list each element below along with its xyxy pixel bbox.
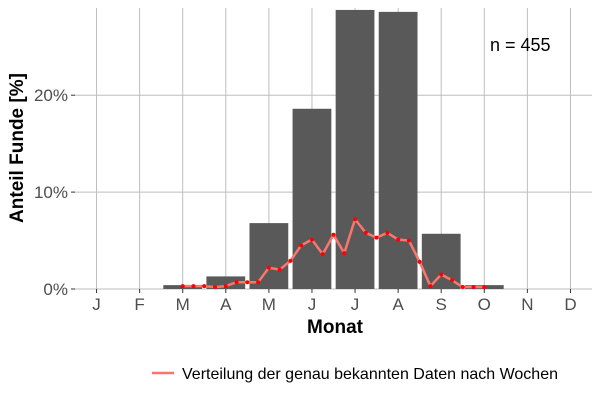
weekly-distribution-point (299, 243, 304, 248)
weekly-distribution-point (320, 252, 325, 257)
weekly-distribution-point (460, 285, 465, 290)
legend: Verteilung der genau bekannten Daten nac… (152, 366, 558, 383)
weekly-distribution-point (353, 217, 358, 222)
x-tick-label: A (392, 295, 404, 314)
weekly-distribution-point (277, 267, 282, 272)
weekly-distribution-point (266, 265, 271, 270)
y-tick-label: 10% (34, 183, 68, 202)
x-tick-label: N (521, 295, 533, 314)
weekly-distribution-point (309, 237, 314, 242)
weekly-distribution-point (223, 284, 228, 289)
x-tick-label: J (351, 295, 360, 314)
line-layer (180, 217, 487, 290)
x-tick-label: J (92, 295, 101, 314)
y-axis-ticks: 0% 10% 20% (34, 86, 75, 299)
y-tick-label: 20% (34, 86, 68, 105)
weekly-distribution-point (342, 251, 347, 256)
weekly-distribution-point (180, 284, 185, 289)
weekly-distribution-point (374, 235, 379, 240)
y-axis-title: Anteil Funde [%] (7, 73, 28, 223)
weekly-distribution-point (213, 285, 218, 290)
weekly-distribution-point (256, 280, 261, 285)
weekly-distribution-point (482, 285, 487, 290)
weekly-distribution-point (428, 284, 433, 289)
bar (292, 108, 332, 289)
bar (249, 223, 289, 289)
weekly-distribution-point (234, 280, 239, 285)
weekly-distribution-point (406, 238, 411, 243)
bars (163, 9, 504, 290)
weekly-distribution-point (245, 280, 250, 285)
weekly-distribution-point (449, 278, 454, 283)
y-tick-label: 0% (43, 280, 68, 299)
weekly-distribution-point (439, 272, 444, 277)
weekly-distribution-point (331, 232, 336, 237)
weekly-distribution-point (385, 230, 390, 235)
weekly-distribution-point (202, 284, 207, 289)
x-tick-label: M (176, 295, 190, 314)
x-tick-label: J (308, 295, 317, 314)
weekly-distribution-point (191, 284, 196, 289)
weekly-distribution-point (471, 285, 476, 290)
x-tick-label: O (478, 295, 491, 314)
weekly-distribution-point (396, 237, 401, 242)
sample-size-annotation: n = 455 (490, 35, 551, 55)
weekly-distribution-point (417, 259, 422, 264)
x-tick-label: D (564, 295, 576, 314)
weekly-distribution-point (288, 258, 293, 263)
x-tick-label: M (262, 295, 276, 314)
x-tick-label: A (220, 295, 232, 314)
x-tick-label: S (436, 295, 447, 314)
legend-label: Verteilung der genau bekannten Daten nac… (182, 366, 558, 383)
bar (335, 9, 375, 290)
x-axis-title: Monat (307, 317, 364, 338)
x-tick-label: F (134, 295, 144, 314)
weekly-distribution-point (363, 230, 368, 235)
